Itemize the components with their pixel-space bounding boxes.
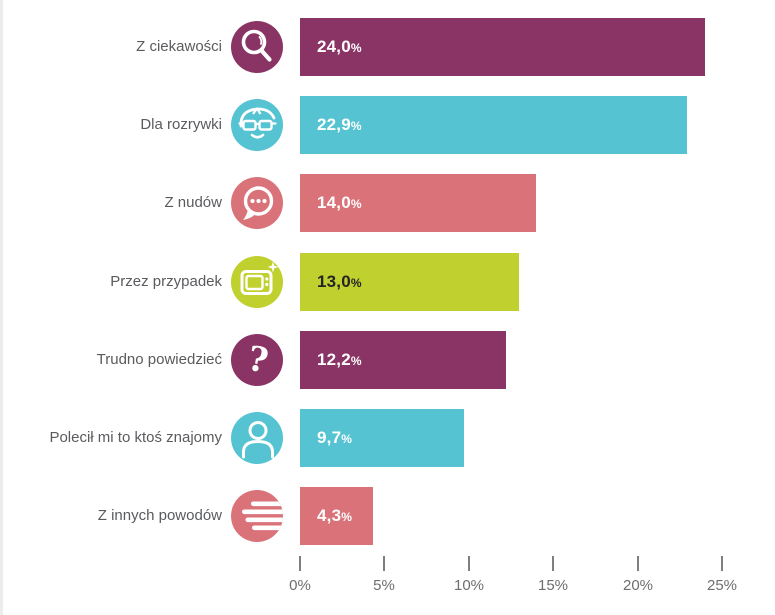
question-mark-icon bbox=[231, 334, 283, 386]
tv-icon bbox=[231, 256, 283, 308]
value-label: 4,3% bbox=[317, 506, 353, 525]
chart-row: Trudno powiedzieć 12,2% bbox=[0, 331, 775, 389]
chart-row: Z ciekawości 24,0% bbox=[0, 18, 775, 76]
x-axis-tick bbox=[637, 556, 639, 571]
value-label: 13,0% bbox=[317, 272, 362, 291]
chart-row: Z nudów 14,0% bbox=[0, 174, 775, 232]
category-label: Z ciekawości bbox=[136, 37, 222, 55]
chart-row: Dla rozrywki 22,9% bbox=[0, 96, 775, 154]
x-axis-tick bbox=[468, 556, 470, 571]
value-label: 14,0% bbox=[317, 193, 362, 212]
face-with-glasses-icon bbox=[231, 99, 283, 151]
x-axis-tick bbox=[299, 556, 301, 571]
bar: 12,2% bbox=[300, 331, 506, 389]
x-axis-tick bbox=[552, 556, 554, 571]
bar: 22,9% bbox=[300, 96, 687, 154]
category-label: Polecił mi to ktoś znajomy bbox=[49, 428, 222, 446]
x-axis-tick-label: 0% bbox=[289, 577, 311, 594]
category-label: Z nudów bbox=[164, 193, 222, 211]
chart-row: Z innych powodów 4,3% bbox=[0, 487, 775, 545]
x-axis-tick-label: 5% bbox=[373, 577, 395, 594]
x-axis-tick bbox=[721, 556, 723, 571]
value-label: 22,9% bbox=[317, 115, 362, 134]
x-axis-tick-label: 15% bbox=[537, 577, 569, 594]
category-label: Dla rozrywki bbox=[140, 115, 222, 133]
bar: 13,0% bbox=[300, 253, 519, 311]
chart-row: Przez przypadek 13,0% bbox=[0, 253, 775, 311]
list-lines-icon bbox=[231, 490, 283, 542]
x-axis-tick-label: 20% bbox=[622, 577, 654, 594]
bar: 14,0% bbox=[300, 174, 536, 232]
category-label: Z innych powodów bbox=[97, 506, 222, 524]
category-label: Przez przypadek bbox=[110, 272, 222, 290]
x-axis-tick-label: 10% bbox=[453, 577, 485, 594]
bar: 4,3% bbox=[300, 487, 373, 545]
person-icon bbox=[231, 412, 283, 464]
x-axis-tick bbox=[383, 556, 385, 571]
value-label: 24,0% bbox=[317, 37, 362, 56]
value-label: 12,2% bbox=[317, 350, 362, 369]
search-icon bbox=[231, 21, 283, 73]
bar: 24,0% bbox=[300, 18, 705, 76]
x-axis-tick-label: 25% bbox=[706, 577, 738, 594]
category-label: Trudno powiedzieć bbox=[96, 350, 222, 368]
page-edge-divider bbox=[0, 0, 3, 615]
chart-row: Polecił mi to ktoś znajomy 9,7% bbox=[0, 409, 775, 467]
chat-bubble-dots-icon bbox=[231, 177, 283, 229]
bar: 9,7% bbox=[300, 409, 464, 467]
value-label: 9,7% bbox=[317, 428, 353, 447]
